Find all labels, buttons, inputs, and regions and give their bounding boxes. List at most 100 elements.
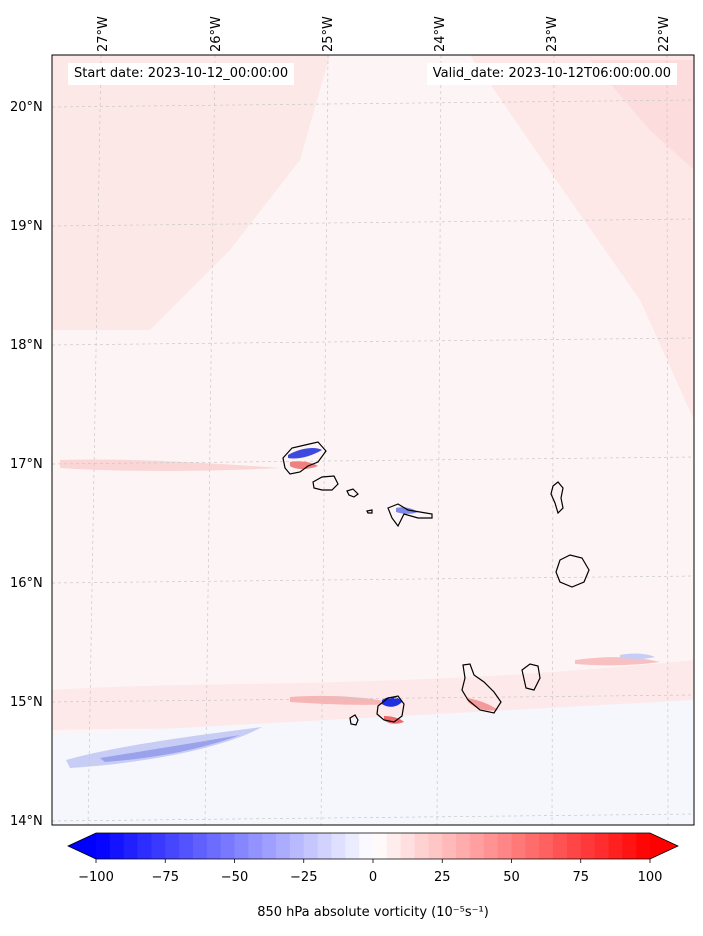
colorbar-segment: [276, 833, 291, 859]
lon-tick-label: 22°W: [657, 16, 672, 52]
colorbar-segment: [456, 833, 471, 859]
colorbar-segment: [400, 833, 416, 859]
lon-tick-label: 25°W: [321, 16, 336, 52]
colorbar-segment: [262, 833, 277, 859]
colorbar-tick-label: 0: [369, 870, 377, 885]
colorbar-segment: [566, 833, 582, 859]
vorticity-shade-positive: [52, 55, 330, 330]
colorbar-segment: [469, 833, 485, 859]
vorticity-streak-positive: [575, 657, 660, 666]
vorticity-shade-positive: [470, 55, 694, 420]
lat-tick-label: 15°N: [10, 695, 43, 710]
colorbar-segment: [289, 833, 305, 859]
colorbar-segment: [553, 833, 568, 859]
colorbar-segment: [192, 833, 208, 859]
lon-tick-labels: 27°W 26°W 25°W 24°W 23°W 22°W: [96, 16, 672, 52]
vorticity-island-negative: [288, 447, 322, 459]
colorbar-segment: [442, 833, 457, 859]
lat-tick-labels: 20°N 19°N 18°N 17°N 16°N 15°N 14°N: [10, 100, 43, 829]
colorbar-tick-label: 25: [434, 870, 451, 885]
island-branco: [366, 509, 373, 514]
colorbar-segment: [428, 833, 443, 859]
colorbar-segment: [373, 833, 388, 859]
vorticity-island-negative: [396, 507, 418, 514]
colorbar-segment: [636, 833, 651, 859]
lat-tick-label: 20°N: [10, 100, 43, 115]
colorbar-segments: [68, 833, 678, 859]
lon-tick-label: 26°W: [209, 16, 224, 52]
colorbar-segment: [303, 833, 319, 859]
colorbar-tick-label: 50: [503, 870, 520, 885]
colorbar-segment: [165, 833, 180, 859]
colorbar-tick-label: 75: [572, 870, 589, 885]
island-sal: [550, 481, 564, 515]
colorbar-label: 850 hPa absolute vorticity (10⁻⁵s⁻¹): [257, 905, 489, 920]
colorbar-segment: [511, 833, 526, 859]
island-sao-vicente: [312, 475, 339, 491]
colorbar-segment: [345, 833, 360, 859]
island-boa-vista: [555, 554, 590, 588]
colorbar-tick-label: 100: [638, 870, 663, 885]
island-sao-nicolau: [387, 503, 433, 528]
colorbar-segment: [483, 833, 499, 859]
colorbar-segment: [539, 833, 554, 859]
lat-tick-label: 19°N: [10, 219, 43, 234]
colorbar-segment: [386, 833, 402, 859]
colorbar-segment: [525, 833, 540, 859]
island-santiago: [461, 663, 502, 714]
colorbar-segment: [96, 833, 111, 859]
island-maio: [521, 663, 541, 691]
colorbar-segment: [317, 833, 333, 859]
colorbar-segment: [123, 833, 139, 859]
colorbar: −100 −75 −50 −25 0 25 50 75 100: [67, 832, 679, 885]
colorbar-tick-label: −100: [78, 870, 114, 885]
island-fogo: [376, 695, 405, 723]
vorticity-streak-negative: [100, 735, 240, 762]
colorbar-segment: [109, 833, 125, 859]
colorbar-ticks: −100 −75 −50 −25 0 25 50 75 100: [78, 859, 662, 885]
lat-tick-label: 16°N: [10, 576, 43, 591]
colorbar-segment: [359, 833, 374, 859]
vorticity-island-positive: [384, 716, 404, 724]
map-frame: [51, 54, 695, 826]
gridlines: [52, 55, 694, 825]
start-date-label: Start date: 2023-10-12_00:00:00: [68, 63, 295, 85]
colorbar-segment: [137, 833, 152, 859]
lon-tick-label: 24°W: [433, 16, 448, 52]
colorbar-segment: [580, 833, 596, 859]
vorticity-shade-positive: [590, 60, 694, 170]
vorticity-streak-positive: [60, 459, 280, 471]
vorticity-streak-negative: [620, 653, 655, 659]
valid-date-label: Valid_date: 2023-10-12T06:00:00.00: [426, 63, 677, 85]
lon-tick-label: 23°W: [545, 16, 560, 52]
colorbar-extend-low: [68, 833, 96, 859]
colorbar-tick-label: −50: [221, 870, 248, 885]
colorbar-segment: [220, 833, 236, 859]
vorticity-shade-negative: [52, 700, 694, 825]
colorbar-segment: [414, 833, 429, 859]
lon-tick-label: 27°W: [96, 16, 111, 52]
island-santa-luzia: [346, 488, 359, 498]
colorbar-tick-label: −25: [290, 870, 317, 885]
island-brava: [349, 714, 359, 726]
colorbar-segment: [151, 833, 166, 859]
lat-tick-label: 14°N: [10, 814, 43, 829]
vorticity-island-positive: [468, 698, 498, 711]
colorbar-segment: [594, 833, 610, 859]
lat-tick-label: 17°N: [10, 457, 43, 472]
colorbar-segment: [248, 833, 263, 859]
vorticity-island-positive: [290, 461, 318, 469]
colorbar-segment: [497, 833, 513, 859]
colorbar-segment: [179, 833, 194, 859]
colorbar-segment: [608, 833, 623, 859]
colorbar-segment: [622, 833, 637, 859]
colorbar-segment: [206, 833, 222, 859]
colorbar-segment: [234, 833, 249, 859]
vorticity-field: [52, 55, 694, 825]
island-santo-antao: [282, 441, 327, 475]
colorbar-tick-label: −75: [152, 870, 179, 885]
colorbar-extend-high: [650, 833, 678, 859]
colorbar-segment: [331, 833, 346, 859]
lat-tick-label: 18°N: [10, 338, 43, 353]
